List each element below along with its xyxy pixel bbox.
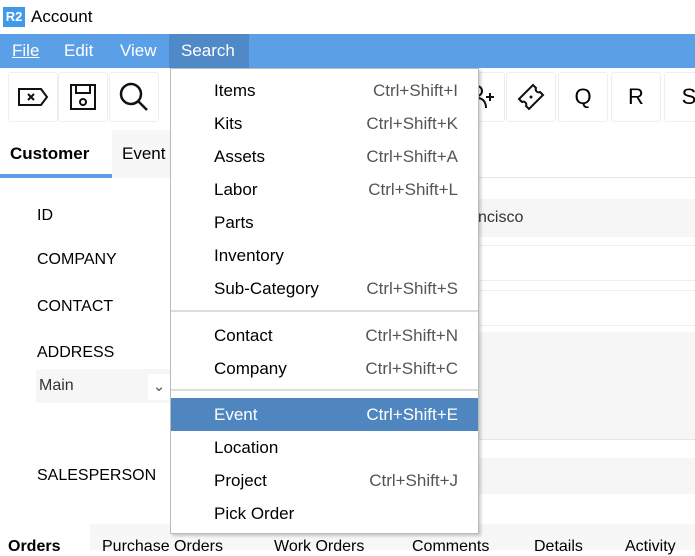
menu-item-label: Sub-Category xyxy=(214,279,319,298)
menu-edit[interactable]: Edit xyxy=(64,41,94,60)
menu-item-shortcut: Ctrl+Shift+C xyxy=(365,359,458,378)
save-icon xyxy=(70,84,96,110)
ticket-button[interactable] xyxy=(506,72,556,122)
menu-item-label: Pick Order xyxy=(214,504,295,523)
s-button[interactable]: S xyxy=(664,72,695,122)
menu-item-shortcut: Ctrl+Shift+N xyxy=(365,326,458,345)
menu-item-label: Kits xyxy=(214,114,243,133)
save-button[interactable] xyxy=(58,72,108,122)
menu-view[interactable]: View xyxy=(120,41,157,60)
company-label: COMPANY xyxy=(37,251,117,268)
window-title: Account xyxy=(31,7,93,26)
q-button[interactable]: Q xyxy=(558,72,608,122)
menu-item-contact[interactable]: Contact Ctrl+Shift+N xyxy=(171,319,478,352)
bottom-tab-comments[interactable]: Comments xyxy=(412,538,490,555)
clear-button[interactable] xyxy=(8,72,58,122)
menu-item-event[interactable]: Event Ctrl+Shift+E xyxy=(171,398,478,431)
address-select[interactable]: Main ⌄ xyxy=(36,369,172,403)
address-field[interactable] xyxy=(470,332,695,440)
menu-item-shortcut: Ctrl+Shift+A xyxy=(366,147,458,166)
company-field[interactable] xyxy=(470,245,695,281)
id-field[interactable]: ncisco xyxy=(470,199,695,237)
address-label: ADDRESS xyxy=(37,344,115,361)
menu-item-label: Inventory xyxy=(214,246,284,265)
menu-item-label: Assets xyxy=(214,147,266,166)
menu-item-shortcut: Ctrl+Shift+I xyxy=(372,81,458,100)
tab-customer[interactable]: Customer xyxy=(0,130,112,178)
menu-label: File xyxy=(12,41,40,60)
menu-item-parts[interactable]: Parts xyxy=(171,206,478,239)
chevron-down-icon: ⌄ xyxy=(148,374,170,400)
ticket-icon xyxy=(517,83,545,111)
menu-item-shortcut: Ctrl+Shift+E xyxy=(366,405,458,424)
salesperson-field[interactable] xyxy=(470,458,695,494)
menu-item-label: Contact xyxy=(214,326,273,345)
menu-bar: File Edit View Search xyxy=(0,34,695,68)
menu-item-label: Parts xyxy=(214,213,254,232)
menu-item-label: Project xyxy=(214,471,267,490)
bottom-tab-purchase-orders[interactable]: Purchase Orders xyxy=(102,538,223,555)
menu-item-shortcut: Ctrl+Shift+J xyxy=(369,471,458,490)
menu-item-location[interactable]: Location xyxy=(171,431,478,464)
menu-file[interactable]: File xyxy=(0,34,51,68)
menu-item-assets[interactable]: Assets Ctrl+Shift+A xyxy=(171,140,478,173)
menu-item-pick-order[interactable]: Pick Order xyxy=(171,497,478,530)
menu-separator xyxy=(171,310,478,312)
contact-field[interactable] xyxy=(470,290,695,326)
menu-item-shortcut: Ctrl+Shift+L xyxy=(368,180,458,199)
menu-separator xyxy=(171,389,478,391)
contact-label: CONTACT xyxy=(37,298,114,315)
id-label: ID xyxy=(37,207,53,224)
menu-item-company[interactable]: Company Ctrl+Shift+C xyxy=(171,352,478,385)
menu-item-project[interactable]: Project Ctrl+Shift+J xyxy=(171,464,478,497)
title-bar: R2 Account xyxy=(0,0,695,34)
r-button[interactable]: R xyxy=(611,72,661,122)
menu-item-label: Items xyxy=(214,81,256,100)
menu-item-inventory[interactable]: Inventory xyxy=(171,239,478,272)
menu-item-label: Event xyxy=(214,405,258,424)
menu-item-shortcut: Ctrl+Shift+K xyxy=(366,114,458,133)
menu-item-label: Company xyxy=(214,359,287,378)
menu-item-kits[interactable]: Kits Ctrl+Shift+K xyxy=(171,107,478,140)
app-logo: R2 xyxy=(3,7,25,27)
menu-item-shortcut: Ctrl+Shift+S xyxy=(366,279,458,298)
menu-item-label: Labor xyxy=(214,180,258,199)
bottom-tab-activity[interactable]: Activity xyxy=(625,538,676,555)
bottom-tab-work-orders[interactable]: Work Orders xyxy=(274,538,365,555)
menu-item-label: Location xyxy=(214,438,279,457)
search-icon xyxy=(119,82,148,111)
menu-item-items[interactable]: Items Ctrl+Shift+I xyxy=(171,74,478,107)
id-field-value: ncisco xyxy=(478,209,524,226)
clear-tag-icon xyxy=(18,88,49,106)
search-button[interactable] xyxy=(109,72,159,122)
menu-item-sub-category[interactable]: Sub-Category Ctrl+Shift+S xyxy=(171,272,478,305)
bottom-tab-orders[interactable]: Orders xyxy=(8,538,61,555)
bottom-tab-details[interactable]: Details xyxy=(534,538,583,555)
address-select-value: Main xyxy=(39,377,74,394)
salesperson-label: SALESPERSON xyxy=(37,467,157,484)
menu-item-labor[interactable]: Labor Ctrl+Shift+L xyxy=(171,173,478,206)
menu-search[interactable]: Search xyxy=(169,34,249,68)
search-menu-dropdown: Items Ctrl+Shift+I Kits Ctrl+Shift+K Asset… xyxy=(170,68,479,534)
